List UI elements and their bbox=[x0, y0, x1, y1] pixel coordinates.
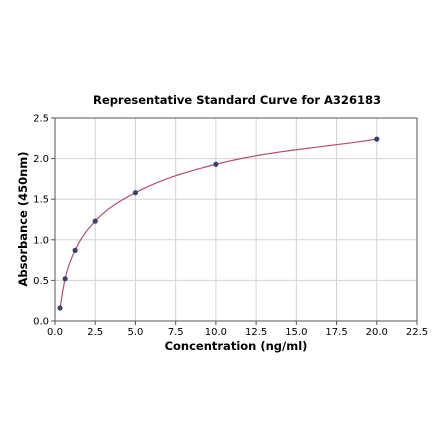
y-axis-label: Absorbance (450nm) bbox=[16, 151, 30, 286]
data-point bbox=[72, 247, 78, 253]
x-tick-label: 5.0 bbox=[127, 327, 143, 338]
x-tick-label: 2.5 bbox=[87, 327, 103, 338]
x-axis: 0.0 2.5 5.0 7.5 10.0 12.5 15.0 17.5 20.0 22.5 bbox=[47, 321, 428, 338]
data-point bbox=[213, 161, 219, 167]
x-tick-label: 12.5 bbox=[245, 327, 267, 338]
y-tick-label: 0.5 bbox=[33, 276, 49, 287]
y-axis: 0.0 0.5 1.0 1.5 2.0 2.5 bbox=[33, 114, 55, 328]
x-tick-label: 15.0 bbox=[285, 327, 307, 338]
x-tick-label: 17.5 bbox=[325, 327, 347, 338]
x-tick-label: 7.5 bbox=[168, 327, 184, 338]
plot-area-frame bbox=[54, 117, 418, 322]
data-point bbox=[132, 190, 139, 196]
x-tick-label: 10.0 bbox=[205, 327, 227, 338]
chart-title: Representative Standard Curve for A32618… bbox=[93, 93, 381, 107]
data-points bbox=[57, 136, 380, 311]
y-tick-label: 1.0 bbox=[33, 235, 49, 246]
x-tick-label: 0.0 bbox=[47, 327, 63, 338]
data-point bbox=[374, 136, 380, 142]
x-tick-label: 22.5 bbox=[406, 327, 428, 338]
x-axis-label: Concentration (ng/ml) bbox=[165, 339, 308, 353]
y-tick-label: 0.0 bbox=[33, 317, 49, 328]
y-tick-label: 2.5 bbox=[33, 114, 49, 125]
y-tick-label: 2.0 bbox=[33, 154, 49, 165]
grid-lines bbox=[54, 117, 418, 322]
y-tick-label: 1.5 bbox=[33, 195, 49, 206]
data-point bbox=[62, 276, 68, 282]
x-tick-label: 20.0 bbox=[366, 327, 388, 338]
data-point bbox=[57, 305, 63, 311]
data-point bbox=[92, 218, 98, 224]
